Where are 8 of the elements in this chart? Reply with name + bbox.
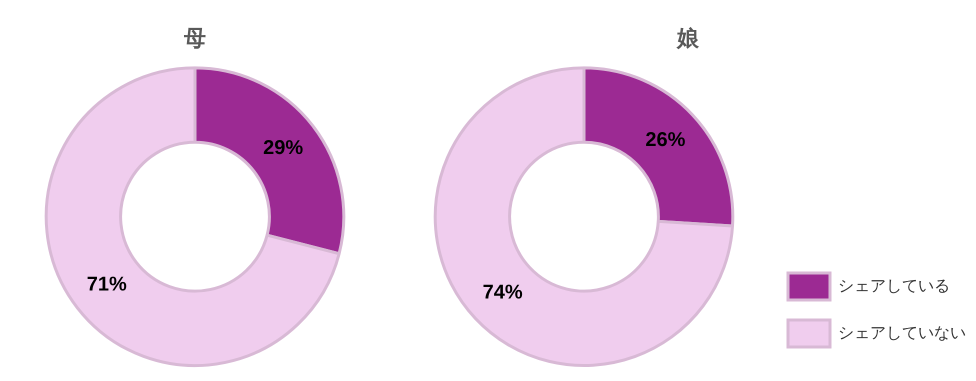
data-label: 26% [645,128,686,151]
data-label: 74% [482,282,523,304]
legend-label: シェアしている [838,278,950,295]
data-label: 29% [263,136,304,159]
chart-title: 母 [183,25,206,50]
chart-title: 娘 [676,25,700,50]
legend-label: シェアしていない [838,324,966,342]
data-label: 71% [86,274,128,296]
